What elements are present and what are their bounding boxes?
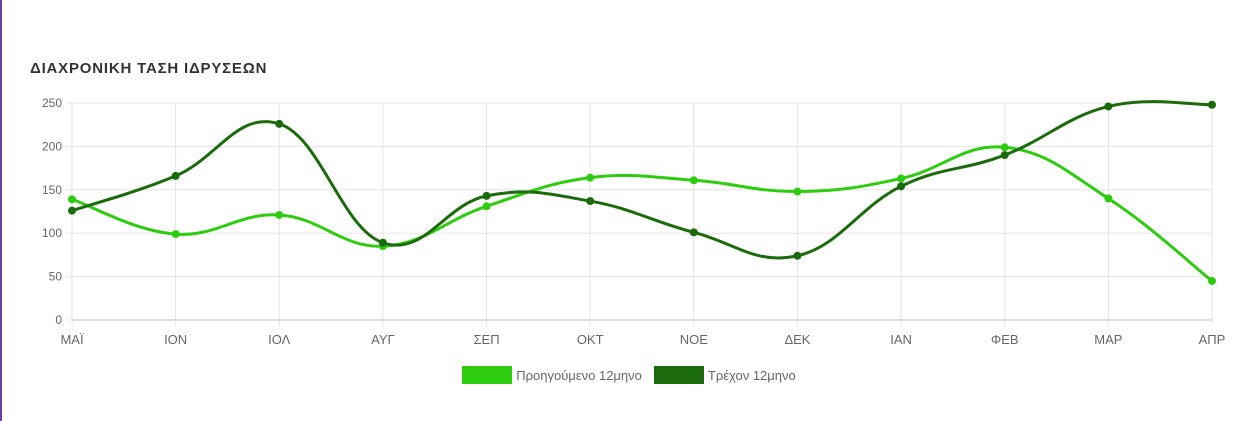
data-point-current [586,197,595,206]
data-point-previous [897,174,906,183]
x-tick-label: ΑΥΓ [371,332,395,347]
data-point-previous [68,195,76,204]
chart-legend: Προηγούμενο 12μηνο Τρέχον 12μηνο [0,366,1258,384]
x-tick-label: ΣΕΠ [473,332,499,347]
data-point-previous [171,230,180,239]
data-point-current [378,238,387,247]
x-tick-label: ΦΕΒ [991,332,1019,347]
chart-title: ΔΙΑΧΡΟΝΙΚΗ ΤΑΣΗ ΙΔΡΥΣΕΩΝ [30,60,268,77]
data-point-previous [793,187,802,196]
data-point-current [793,251,802,260]
data-point-current [68,206,76,215]
x-tick-label: ΙΟΛ [268,332,290,347]
x-tick-label: ΝΟΕ [680,332,709,347]
data-point-current [275,119,284,128]
y-tick-label: 100 [42,226,62,240]
series-line-previous [70,145,1214,283]
legend-label-current: Τρέχον 12μηνο [707,367,796,383]
data-point-previous [482,202,491,211]
data-point-previous [1208,276,1216,285]
legend-label-previous: Προηγούμενο 12μηνο [516,367,642,383]
legend-swatch-previous [462,366,513,384]
series-line-current [70,100,1214,260]
y-tick-label: 200 [42,139,62,153]
data-point-previous [275,210,284,219]
legend-swatch-current [653,366,704,384]
legend-item-previous[interactable]: Προηγούμενο 12μηνο [462,366,642,384]
y-tick-label: 150 [42,183,62,197]
x-tick-label: ΑΠΡ [1199,332,1226,347]
data-point-previous [1104,194,1113,203]
x-tick-label: ΙΑΝ [890,332,912,347]
data-point-current [1208,100,1216,109]
page-left-accent-rule [0,0,2,421]
legend-item-current[interactable]: Τρέχον 12μηνο [653,366,796,384]
y-tick-label: 50 [49,270,63,284]
data-point-current [1104,102,1113,111]
y-tick-label: 250 [42,96,62,110]
x-tick-label: ΙΟΝ [164,332,187,347]
y-tick-label: 0 [55,313,62,327]
data-point-previous [586,173,595,182]
data-point-current [171,171,180,180]
data-point-previous [689,176,698,185]
data-point-previous [1000,143,1009,152]
x-tick-label: ΜΑΡ [1094,332,1122,347]
data-point-current [689,228,698,237]
x-tick-label: ΜΑΪ [60,332,84,347]
data-point-current [482,191,491,200]
x-tick-label: ΟΚΤ [577,332,604,347]
x-tick-label: ΔΕΚ [784,332,810,347]
data-point-current [897,182,906,191]
data-point-current [1000,151,1009,160]
